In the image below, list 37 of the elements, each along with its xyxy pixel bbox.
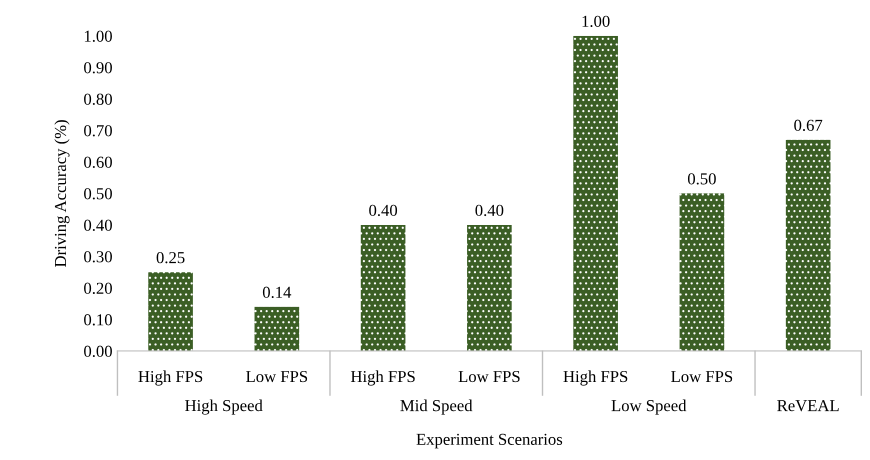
y-tick-label: 1.00 [84,30,112,42]
y-tick-label: 0.60 [84,156,112,168]
bar [573,36,618,351]
y-tick-label: 0.50 [84,188,112,200]
data-label: 1.00 [582,16,610,28]
x-tick-label: Low FPS [671,370,732,382]
x-tick-label: High FPS [563,370,628,386]
x-tick-label: High FPS [350,370,415,386]
text: Low Speed [612,400,686,415]
y-tick-label: 0.80 [84,94,112,105]
x-tick-label: Low FPS [458,370,520,382]
data-label: 0.40 [369,204,398,216]
y-tick-label: 0.20 [84,282,112,294]
data-label: 0.14 [262,286,292,298]
bar [254,306,300,351]
data-label: 0.50 [688,173,716,185]
bar [148,272,193,351]
bar [786,140,830,351]
bar [360,224,406,351]
y-axis-title: Driving Accuracy (%) [54,120,70,267]
y-tick-label: 0.40 [84,220,112,231]
data-label: 0.25 [156,252,185,264]
text: High Speed [185,399,263,415]
y-tick-label: 0.00 [84,346,112,357]
data-label: 0.67 [794,120,822,131]
bar [467,224,512,351]
x-tick-label: Low FPS [246,370,308,382]
y-tick-label: 0.70 [84,125,112,136]
text: ReVEAL [777,400,839,412]
bar [680,193,724,351]
x-axis-title: Experiment Scenarios [416,434,562,448]
y-tick-label: 0.10 [84,314,112,326]
y-tick-label: 0.30 [84,251,112,262]
x-tick-label: High FPS [138,370,202,386]
data-label: 0.40 [475,204,504,216]
y-tick-label: 0.90 [84,62,112,74]
text: Mid Speed [400,400,472,415]
